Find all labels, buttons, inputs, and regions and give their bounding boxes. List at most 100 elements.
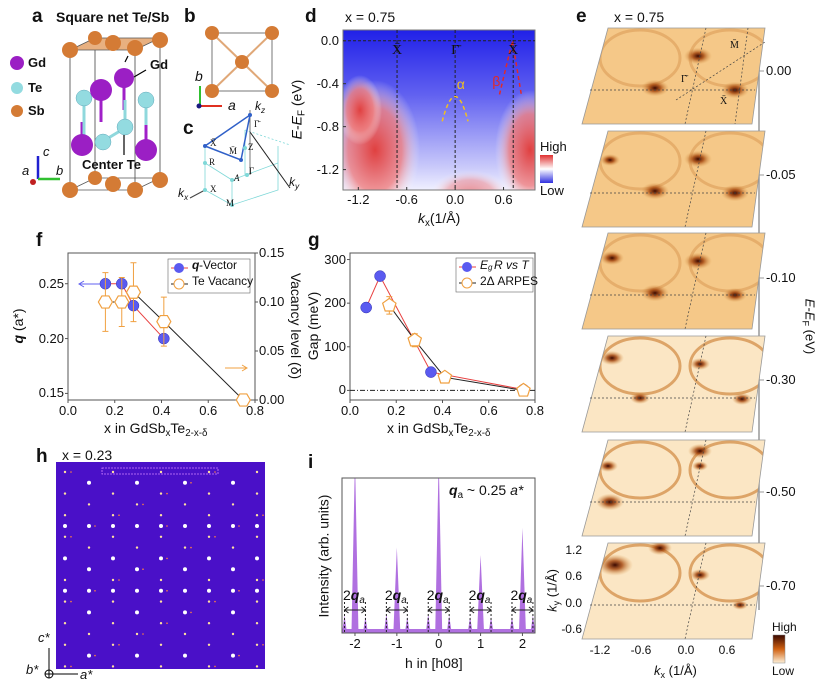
f-xlabel-mid: Te (170, 420, 186, 436)
peak-13 (518, 527, 526, 633)
bragg-peak (159, 588, 163, 593)
b-axis-label: b (195, 68, 203, 84)
marker-label: Γ̄ (451, 42, 460, 58)
bragg-peak (111, 622, 115, 625)
kz-label: kz (255, 99, 265, 115)
bragg-peak (183, 632, 187, 636)
span-q: q (350, 587, 360, 603)
panel-d-title: x = 0.75 (345, 9, 396, 25)
bragg-peak (183, 653, 187, 658)
intensity-hotspot (648, 543, 672, 556)
ky-axis-dashed (684, 232, 707, 330)
xtick-label: 0.4 (152, 403, 171, 418)
intensity-hotspot (732, 393, 752, 405)
satellite-peak (142, 633, 144, 635)
d-xtick-label: 0.6 (494, 192, 513, 207)
left-axis-arrow (78, 280, 100, 288)
intensity-hotspot (598, 460, 618, 472)
span-label: 2qa (510, 587, 532, 606)
satellite-peak (70, 471, 72, 473)
legend-marker (462, 262, 472, 272)
data-point (425, 366, 437, 378)
span-two: 2 (468, 587, 477, 603)
ky-tick-label: 0.0 (565, 596, 582, 610)
energy-tick-label: 0.00 (766, 63, 792, 78)
bragg-peak (231, 653, 235, 658)
satellite-peak (166, 622, 168, 624)
bragg-peak (159, 524, 163, 528)
fermi-contour (688, 543, 765, 603)
bragg-peak (87, 588, 91, 593)
ytick-right-label: 0.15 (259, 245, 285, 260)
satellite-peak (166, 557, 168, 560)
g-xlabel: x in GdSbxTe2-x-δ (387, 420, 491, 439)
bragg-peak (63, 600, 67, 603)
ytick-label: 0.20 (38, 330, 64, 346)
f-xlabel-pre: x in GdSb (104, 420, 166, 436)
bragg-peak (87, 503, 91, 506)
a-star-label: a* (80, 667, 93, 682)
span-guide (511, 602, 534, 633)
ytick-label: 200 (324, 295, 346, 311)
bz-point-a: A (234, 173, 240, 183)
panel-g-label: g (308, 230, 320, 251)
peak-10 (477, 555, 485, 633)
legend-gd: Gd (28, 55, 47, 70)
f-xlabel-sub1: x (165, 428, 171, 439)
bragg-peak (63, 588, 67, 593)
bragg-peak (207, 622, 211, 625)
legend-te-vacancy: Te Vacancy (192, 274, 254, 288)
beta-label: β (492, 72, 501, 89)
e-point-m-bar: M̄ (730, 40, 739, 51)
bragg-peak (87, 567, 91, 572)
bragg-peak (87, 480, 91, 485)
legend-eg-rest: R vs T (494, 258, 529, 272)
bragg-peak (183, 610, 187, 615)
panel-b-label: b (184, 6, 196, 27)
x-line (734, 27, 749, 125)
peak-11 (488, 616, 494, 633)
bragg-peak (111, 514, 115, 517)
bragg-peak (63, 535, 67, 538)
data-point (114, 295, 130, 309)
map-frame (581, 542, 766, 640)
arpes-intensity-map (343, 30, 535, 190)
span-sub: a (526, 595, 533, 606)
bragg-peak (111, 665, 115, 668)
intensity-hotspot (641, 284, 669, 302)
energy-tick-label: -0.70 (766, 578, 796, 593)
legend-sb: Sb (28, 103, 45, 118)
bragg-peak (135, 480, 139, 485)
peak-7 (435, 478, 443, 633)
i-xlabel: h in [h08] (405, 655, 463, 671)
satellite-peak (118, 644, 120, 646)
intensity-hotspot (684, 150, 712, 168)
bragg-peak (63, 524, 67, 528)
xtick-label: 2 (518, 636, 527, 651)
colorbar-d-high: High (540, 139, 567, 154)
bragg-peak (87, 610, 91, 615)
intensity-hotspot (597, 554, 633, 576)
data-point (97, 295, 114, 309)
ytick-label: 0.25 (38, 275, 64, 291)
bragg-peak (159, 578, 163, 582)
alpha-label: α (456, 76, 465, 93)
ytick-right-label: 0.00 (259, 392, 285, 407)
span-q: q (392, 587, 402, 603)
data-point (516, 382, 531, 397)
data-point (156, 314, 172, 329)
ky-label: ky (289, 175, 299, 191)
kz-sub: z (261, 105, 266, 115)
bragg-peak (207, 665, 211, 668)
xlabel-sub: x (425, 218, 430, 229)
bragg-peak (207, 600, 211, 603)
kx-k-e: k (654, 663, 661, 678)
bragg-peak (255, 535, 259, 538)
bragg-peak (231, 610, 235, 615)
energy-map-2 (582, 233, 765, 329)
panel-a-label: a (32, 6, 43, 27)
